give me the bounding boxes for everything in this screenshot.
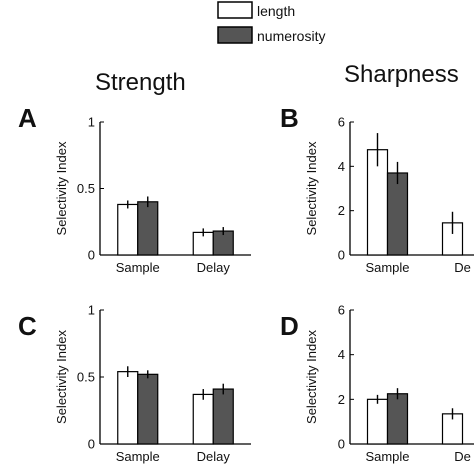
y-tick-label: 0: [338, 248, 345, 263]
panel-a: 0 0.5 1 Selectivity Index Sample Delay: [54, 115, 251, 275]
panel-label-a: A: [18, 103, 37, 133]
legend-swatch-numerosity: [217, 26, 253, 44]
bar-numerosity-sample: [137, 201, 159, 256]
panel-label-d: D: [280, 311, 299, 341]
y-axis-label: Selectivity Index: [304, 330, 319, 424]
y-tick-label: 2: [338, 203, 345, 218]
x-tick-label: Delay: [197, 260, 231, 275]
bar-numerosity-sample: [137, 373, 159, 445]
y-tick-label: 0: [88, 248, 95, 263]
panel-c: 0 0.5 1 Selectivity Index Sample Delay: [54, 303, 251, 464]
bar-numerosity-sample: [386, 172, 409, 256]
y-tick-label: 0: [88, 437, 95, 452]
x-tick-label: Sample: [116, 449, 160, 464]
charts: 0 0.5 1 Selectivity Index Sample Delay 0 2 4 6 Sel…: [54, 115, 474, 464]
x-tick-label: Sample: [116, 260, 160, 275]
bar-length-delay: [192, 393, 214, 445]
panel-d: 0 2 4 6 Selectivity Index Sample De: [304, 303, 474, 464]
panel-label-b: B: [280, 103, 299, 133]
bar-length-sample: [366, 398, 389, 445]
y-tick-label: 6: [338, 303, 345, 318]
legend-label-numerosity: numerosity: [257, 28, 325, 44]
bar-length-sample: [117, 203, 139, 256]
bar-length-sample: [117, 371, 139, 445]
panel-label-c: C: [18, 311, 37, 341]
column-title-strength: Strength: [95, 69, 186, 96]
column-title-sharpness: Sharpness: [344, 61, 459, 88]
y-tick-label: 0.5: [77, 181, 95, 196]
bar-numerosity-delay: [212, 388, 234, 445]
y-tick-label: 6: [338, 115, 345, 130]
x-tick-label: De: [454, 449, 471, 464]
y-tick-label: 0.5: [77, 370, 95, 385]
legend-label-length: length: [257, 3, 295, 19]
legend-swatch-length: [217, 1, 253, 19]
y-tick-label: 0: [338, 437, 345, 452]
legend: length numerosity: [217, 1, 325, 44]
y-axis-label: Selectivity Index: [304, 141, 319, 235]
y-tick-label: 1: [88, 303, 95, 318]
bar-numerosity-sample: [386, 393, 409, 445]
x-tick-label: Delay: [197, 449, 231, 464]
panel-b: 0 2 4 6 Selectivity Index Sample De: [304, 115, 474, 275]
y-axis-label: Selectivity Index: [54, 141, 69, 235]
x-tick-label: De: [454, 260, 471, 275]
y-tick-label: 2: [338, 392, 345, 407]
y-tick-label: 1: [88, 115, 95, 130]
y-axis-label: Selectivity Index: [54, 330, 69, 424]
y-tick-label: 4: [338, 347, 345, 362]
y-tick-label: 4: [338, 159, 345, 174]
x-tick-label: Sample: [365, 449, 409, 464]
x-tick-label: Sample: [365, 260, 409, 275]
